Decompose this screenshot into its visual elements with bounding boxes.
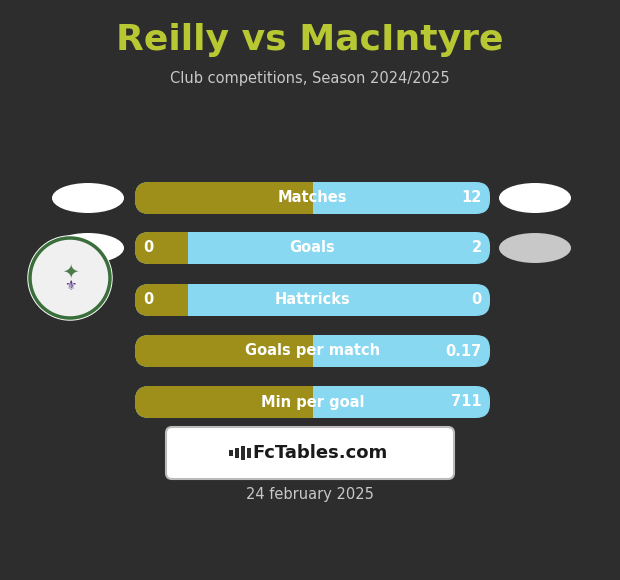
Bar bbox=[247, 448, 251, 458]
Text: 0: 0 bbox=[472, 292, 482, 307]
Text: Hattricks: Hattricks bbox=[275, 292, 350, 307]
Text: Club competitions, Season 2024/2025: Club competitions, Season 2024/2025 bbox=[170, 71, 450, 85]
FancyBboxPatch shape bbox=[135, 284, 490, 316]
FancyBboxPatch shape bbox=[135, 182, 490, 214]
Text: 0: 0 bbox=[143, 241, 153, 256]
Ellipse shape bbox=[52, 233, 124, 263]
FancyBboxPatch shape bbox=[166, 427, 454, 479]
Ellipse shape bbox=[52, 183, 124, 213]
FancyBboxPatch shape bbox=[135, 386, 490, 418]
FancyBboxPatch shape bbox=[135, 182, 490, 214]
Text: 2: 2 bbox=[472, 241, 482, 256]
Text: Goals per match: Goals per match bbox=[245, 343, 380, 358]
Circle shape bbox=[30, 238, 110, 318]
FancyBboxPatch shape bbox=[135, 284, 490, 316]
Text: 711: 711 bbox=[451, 394, 482, 409]
Text: Goals: Goals bbox=[290, 241, 335, 256]
Bar bbox=[229, 450, 233, 456]
Text: FcTables.com: FcTables.com bbox=[252, 444, 388, 462]
Ellipse shape bbox=[499, 183, 571, 213]
Text: 24 february 2025: 24 february 2025 bbox=[246, 487, 374, 502]
Text: Min per goal: Min per goal bbox=[261, 394, 365, 409]
Text: 0.17: 0.17 bbox=[446, 343, 482, 358]
Ellipse shape bbox=[499, 233, 571, 263]
Text: 0: 0 bbox=[143, 292, 153, 307]
Text: ⚜: ⚜ bbox=[64, 279, 76, 293]
FancyBboxPatch shape bbox=[135, 335, 490, 367]
Circle shape bbox=[28, 236, 112, 320]
Bar bbox=[241, 446, 245, 460]
FancyBboxPatch shape bbox=[135, 232, 490, 264]
FancyBboxPatch shape bbox=[135, 335, 490, 367]
Text: Reilly vs MacIntyre: Reilly vs MacIntyre bbox=[117, 23, 503, 57]
FancyBboxPatch shape bbox=[135, 232, 490, 264]
Text: Matches: Matches bbox=[278, 190, 347, 205]
Text: ✦: ✦ bbox=[62, 263, 78, 281]
Text: 12: 12 bbox=[462, 190, 482, 205]
Bar bbox=[235, 448, 239, 458]
FancyBboxPatch shape bbox=[135, 386, 490, 418]
